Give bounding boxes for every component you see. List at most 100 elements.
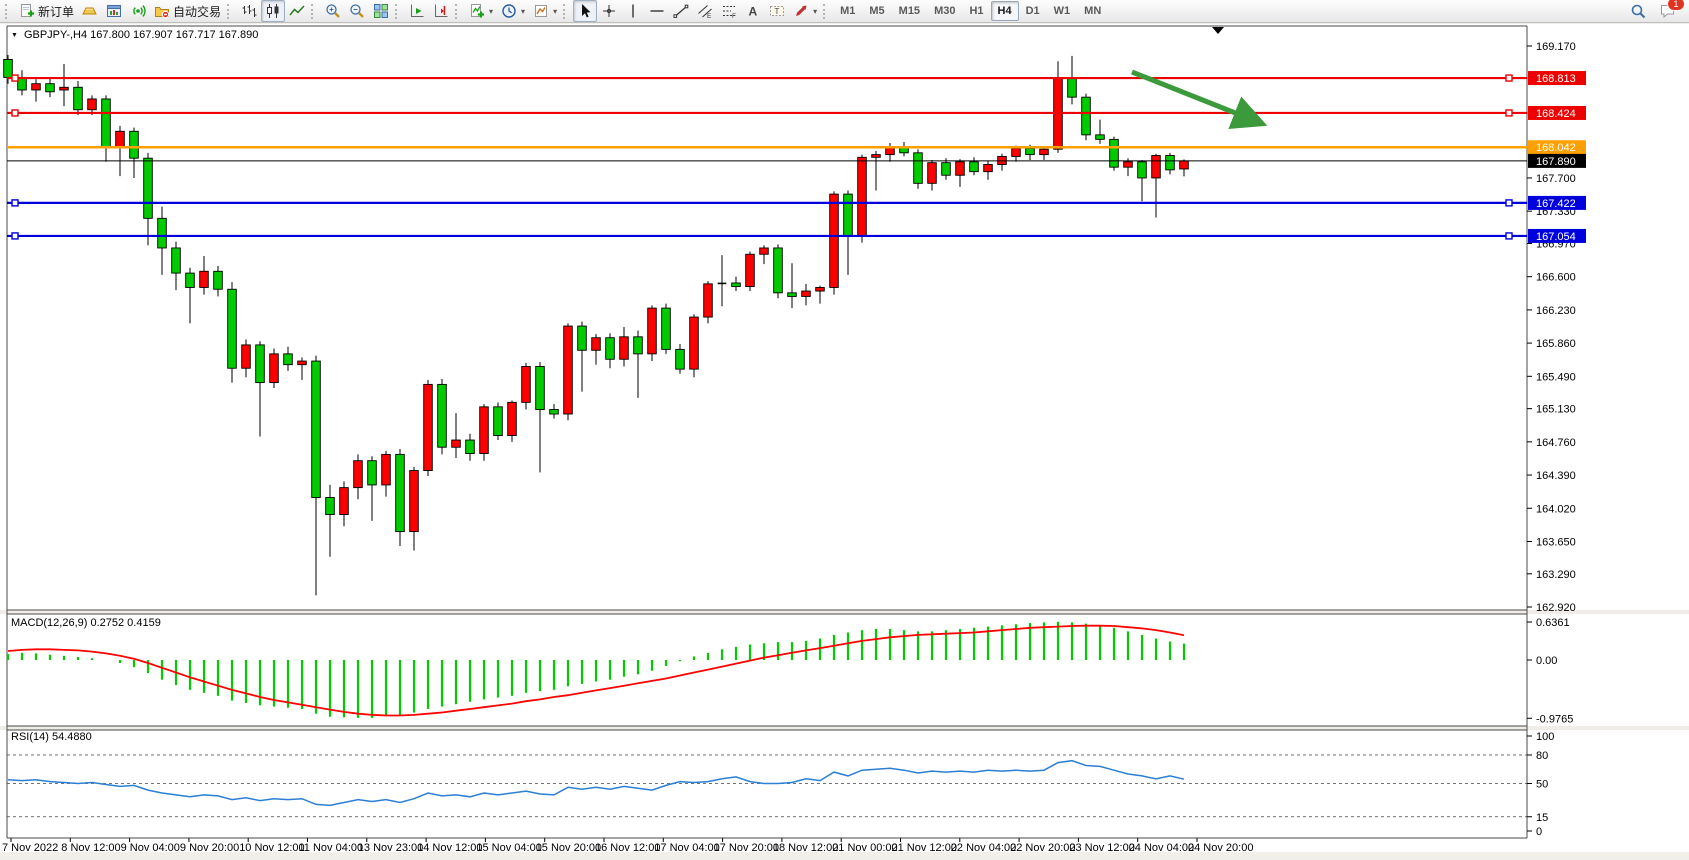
price-axis[interactable]: 169.170167.700167.330166.970166.600166.2…	[1527, 41, 1586, 614]
hline-168.424[interactable]	[7, 109, 1527, 117]
bar-chart-button[interactable]	[237, 0, 261, 22]
templates-button[interactable]: ▾	[529, 0, 561, 22]
line-handle[interactable]	[1505, 109, 1513, 117]
line-handle[interactable]	[1505, 232, 1513, 240]
svg-text:50: 50	[1536, 779, 1548, 791]
market-watch-button[interactable]	[78, 0, 102, 22]
hline-167.422[interactable]	[7, 199, 1527, 207]
svg-text:167.890: 167.890	[1536, 156, 1576, 168]
zoom-in-icon	[326, 4, 340, 18]
candle	[717, 255, 727, 307]
one-click-trading-expand-icon[interactable]: ▼	[11, 31, 18, 39]
zoom-in-button[interactable]	[321, 0, 345, 22]
line-chart-button[interactable]	[285, 0, 309, 22]
chat-button[interactable]: 1	[1656, 0, 1685, 22]
price-label-167.890: 167.890	[1528, 153, 1586, 168]
bars-icon	[242, 5, 257, 17]
auto-scroll-button[interactable]	[405, 0, 429, 22]
crosshair-button[interactable]	[597, 0, 621, 22]
cursor-icon	[582, 4, 591, 18]
signals-button[interactable]	[126, 0, 150, 22]
horizontal-line-button[interactable]	[645, 0, 669, 22]
arrows-object-button[interactable]: ▾	[789, 0, 821, 22]
candle	[31, 79, 41, 102]
chart-shift-button[interactable]	[429, 0, 453, 22]
svg-text:23 Nov 12:00: 23 Nov 12:00	[1069, 842, 1134, 854]
timeframe-m1-button[interactable]: M1	[840, 5, 856, 17]
line-handle[interactable]	[1505, 74, 1513, 82]
line-handle[interactable]	[11, 74, 19, 82]
svg-text:162.920: 162.920	[1536, 602, 1576, 614]
hline-168.813[interactable]	[7, 74, 1527, 82]
cursor-button[interactable]	[573, 0, 598, 22]
svg-text:167.422: 167.422	[1536, 198, 1576, 210]
trendline-button[interactable]	[669, 0, 693, 22]
new-order-button[interactable]: 新订单	[15, 0, 78, 22]
zoom-out-button[interactable]	[345, 0, 369, 22]
hline-167.054[interactable]	[7, 232, 1527, 240]
toolbar-group-separator	[395, 3, 401, 19]
candle	[549, 404, 559, 419]
time-axis[interactable]: 7 Nov 2022 8 Nov 12:00 9 Nov 04:00 9 Nov 20…	[2, 838, 1253, 854]
candle	[59, 63, 69, 107]
candle	[129, 127, 139, 178]
horizontal-line-objects[interactable]	[7, 74, 1527, 240]
toolbar-group-separator	[455, 3, 461, 19]
line-handle[interactable]	[11, 109, 19, 117]
timeframe-d1-button[interactable]: D1	[1025, 5, 1040, 17]
auto-scroll-icon	[411, 4, 424, 17]
text-button[interactable]: A	[741, 0, 765, 22]
macd-panel-splitter[interactable]	[0, 610, 1689, 614]
price-label-167.054: 167.054	[1528, 228, 1586, 243]
rsi-panel-splitter[interactable]	[0, 726, 1689, 730]
chart-shift-marker[interactable]	[1212, 27, 1224, 34]
timeframe-h4-button[interactable]: H4	[990, 1, 1019, 21]
svg-text:-0.9765: -0.9765	[1536, 713, 1573, 725]
timeframe-m5-button[interactable]: M5	[869, 5, 885, 17]
candle	[773, 244, 783, 299]
candle	[283, 346, 293, 371]
timeframe-m15-button[interactable]: M15	[898, 5, 921, 17]
line-handle[interactable]	[11, 232, 19, 240]
candle	[269, 348, 279, 388]
svg-text:168.424: 168.424	[1536, 108, 1576, 120]
search-button[interactable]	[1626, 0, 1650, 22]
timeframe-w1-button[interactable]: W1	[1053, 5, 1071, 17]
tile-windows-button[interactable]	[369, 0, 393, 22]
candle	[521, 362, 531, 410]
candles-layer	[3, 54, 1189, 596]
text-label-button[interactable]: T	[765, 0, 789, 22]
candle	[969, 157, 979, 176]
line-handle[interactable]	[11, 199, 19, 207]
candlestick-chart-button[interactable]	[261, 0, 286, 22]
equidistant-channel-button[interactable]: E	[693, 0, 717, 22]
chart-title: ▼ GBPJPY-,H4 167.800 167.907 167.717 167…	[11, 29, 258, 41]
clock-icon	[502, 4, 516, 18]
periods-button[interactable]: ▾	[497, 0, 529, 22]
trend-arrow-object[interactable]	[1131, 69, 1268, 130]
candle	[913, 149, 923, 189]
timeframe-m30-button[interactable]: M30	[934, 5, 956, 17]
fibonacci-button[interactable]: F	[717, 0, 741, 22]
svg-text:0.00: 0.00	[1536, 655, 1557, 667]
macd-indicator-label: MACD(12,26,9) 0.2752 0.4159	[11, 617, 161, 629]
candle	[647, 305, 657, 362]
line-handle[interactable]	[1505, 199, 1513, 207]
vertical-line-button[interactable]	[621, 0, 645, 22]
timeframe-mn-button[interactable]: MN	[1084, 5, 1102, 17]
svg-text:9 Nov 20:00: 9 Nov 20:00	[180, 842, 239, 854]
candle	[311, 355, 321, 596]
chart-window-icon	[107, 5, 122, 17]
candle	[171, 241, 181, 291]
timeframe-h1-button[interactable]: H1	[969, 5, 984, 17]
indicators-button[interactable]: ▾	[465, 0, 497, 22]
candle	[801, 283, 811, 306]
indicator-axes: 0.6361 0.00 -0.9765 100 80 50 15 0	[1527, 617, 1573, 838]
tile-windows-icon	[374, 4, 389, 18]
svg-text:22 Nov 20:00: 22 Nov 20:00	[1010, 842, 1075, 854]
data-window-button[interactable]	[102, 0, 126, 22]
autotrading-button[interactable]: 自动交易	[150, 0, 225, 22]
candle	[871, 151, 881, 191]
candles-icon	[267, 4, 279, 18]
